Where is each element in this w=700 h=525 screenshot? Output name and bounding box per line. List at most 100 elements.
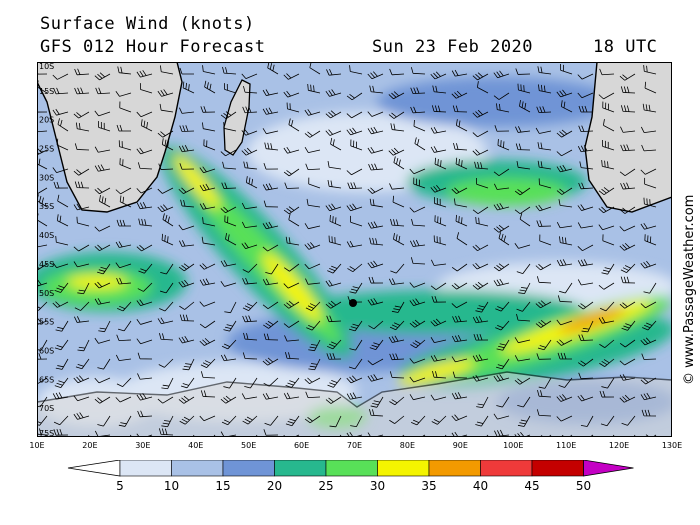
legend-arrow-low: [67, 460, 121, 477]
longitude-label: 80E: [400, 441, 415, 450]
wind-barb: [243, 85, 258, 94]
wind-barb: [199, 338, 216, 346]
wind-barb: [136, 338, 153, 345]
latitude-labels: 10S 15S 20S 25S 30S 35S 40S 45S 50S 55S 60S 65S 70S 7…: [39, 62, 54, 437]
wind-barb: [390, 218, 405, 227]
wind-barb: [77, 339, 90, 352]
wind-barb: [94, 164, 111, 172]
wind-barb: [620, 105, 636, 113]
wind-barb: [159, 333, 174, 341]
wind-barb: [158, 358, 174, 368]
wind-barb: [304, 146, 321, 153]
wind-barb: [242, 106, 258, 114]
watermark: © www.PassageWeather.com: [682, 195, 697, 385]
wind-barb: [262, 393, 279, 400]
wind-barb: [55, 235, 69, 246]
wind-barb: [455, 214, 468, 227]
wind-barb: [388, 147, 405, 156]
wind-barb: [325, 396, 342, 404]
wind-barb: [409, 319, 426, 328]
wind-barb: [410, 106, 426, 114]
wind-barb: [73, 375, 90, 384]
wind-barb: [433, 235, 447, 246]
wind-barb: [577, 204, 594, 211]
wind-barb: [157, 130, 174, 138]
wind-barb: [535, 127, 552, 134]
wind-barb: [556, 164, 573, 173]
wind-barb: [493, 224, 510, 233]
wind-barb: [369, 409, 384, 417]
wind-barb: [367, 374, 384, 382]
wind-barb: [94, 281, 111, 289]
wind-barb: [498, 232, 510, 246]
wind-barb: [179, 240, 195, 247]
wind-barb: [493, 413, 510, 420]
wind-barb: [199, 263, 216, 270]
wind-barb: [430, 282, 447, 291]
kerguelen-island: [349, 299, 357, 307]
wind-barb: [430, 126, 447, 134]
wind-barb: [178, 224, 195, 231]
wind-barb: [579, 161, 594, 170]
wind-barb: [517, 83, 531, 94]
wind-barb: [220, 149, 237, 157]
wind-barb: [304, 242, 321, 250]
wind-barb: [388, 111, 405, 119]
wind-barb: [367, 146, 384, 154]
wind-barb: [220, 354, 237, 362]
wind-barb: [138, 263, 153, 274]
wind-barb: [368, 276, 384, 284]
wind-barb: [347, 263, 363, 273]
wind-barb: [179, 125, 195, 132]
legend-arrow-high: [583, 460, 634, 477]
latitude-label: 70S: [39, 404, 54, 413]
wind-barb: [304, 263, 321, 270]
wind-barb: [620, 276, 636, 284]
wind-barb: [518, 282, 531, 295]
latitude-label: 50S: [39, 289, 54, 298]
wind-barb: [37, 415, 48, 426]
wind-barb: [431, 105, 447, 113]
wind-barb: [368, 320, 384, 330]
wind-barb: [455, 157, 468, 170]
wind-barb: [221, 415, 237, 426]
map-title: Surface Wind (knots): [40, 14, 255, 34]
wind-barb: [178, 395, 195, 404]
wind-barb: [285, 352, 300, 360]
wind-barb: [452, 105, 468, 113]
wind-barb: [514, 377, 531, 385]
wind-barb: [644, 81, 657, 94]
latitude-label: 35S: [39, 202, 54, 211]
wind-barb: [284, 182, 300, 189]
wind-barb: [94, 298, 111, 305]
wind-barb: [222, 66, 237, 75]
wind-barb: [367, 71, 384, 80]
wind-barb: [179, 163, 195, 170]
wind-barb: [262, 278, 279, 286]
wind-barb: [157, 317, 174, 325]
wind-barb: [560, 100, 573, 113]
wind-barb: [493, 202, 510, 211]
wind-barb: [640, 377, 657, 385]
wind-barb: [538, 377, 552, 389]
wind-barb: [220, 281, 237, 287]
wind-barb: [619, 206, 636, 214]
wind-zone-25: [287, 290, 587, 334]
wind-barb: [475, 415, 489, 427]
wind-barb: [199, 320, 216, 329]
wind-barb: [642, 103, 657, 113]
wind-barb: [369, 237, 384, 246]
madagascar: [223, 79, 251, 156]
wind-barb: [537, 142, 552, 151]
wind-barb: [52, 301, 69, 308]
wind-barb: [643, 65, 657, 75]
wind-barb: [451, 90, 468, 99]
wind-barb: [472, 354, 489, 362]
wind-barb: [244, 377, 258, 389]
wind-barb: [621, 415, 636, 426]
wind-barb: [159, 301, 174, 312]
legend-value: 10: [164, 479, 179, 493]
wind-zone-15: [377, 77, 617, 127]
wind-barb: [222, 161, 237, 170]
wind-barb: [224, 301, 237, 314]
